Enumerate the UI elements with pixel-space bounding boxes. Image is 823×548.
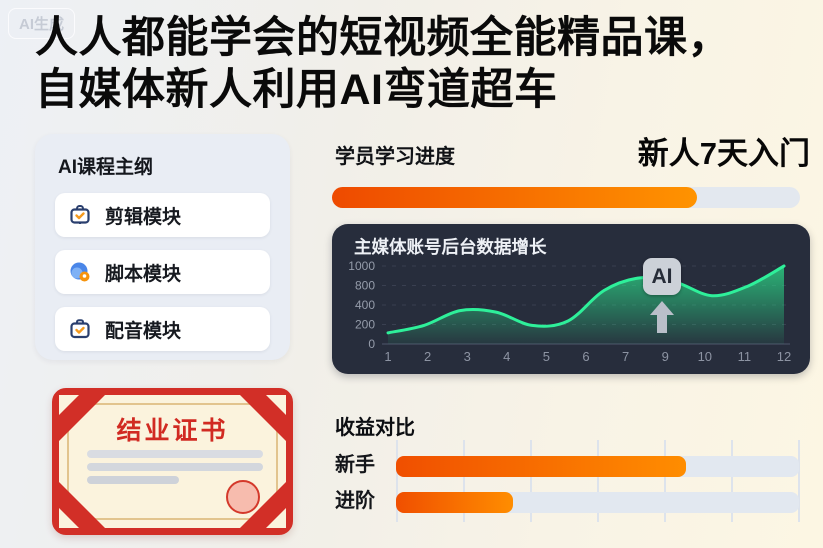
- x-tick-label: 5: [543, 349, 550, 364]
- toolbox-check-icon: [68, 317, 92, 341]
- sidebar-item-dubbing-module: 配音模块: [55, 307, 270, 351]
- sidebar-item-script-module: 脚本模块: [55, 250, 270, 294]
- income-comparison-title: 收益对比: [335, 417, 415, 439]
- certificate-seal-icon: [226, 480, 260, 514]
- gridline: [798, 440, 800, 522]
- income-bar-fill-advanced: [396, 492, 513, 513]
- area-fill: [388, 266, 784, 344]
- gridline: [731, 440, 733, 522]
- arrow-up-icon: [649, 300, 675, 339]
- x-tick-label: 2: [424, 349, 431, 364]
- sidebar-item-editing-module: 剪辑模块: [55, 193, 270, 237]
- income-chart-gridlines: [396, 440, 800, 522]
- certificate-text-line: [87, 450, 263, 458]
- progress-bar-fill: [332, 187, 698, 208]
- certificate-inner-border: [67, 403, 278, 520]
- growth-chart-card: 主媒体账号后台数据增长 1000 800 400 200 0 1 2 3 4 5 6 7 9 10 11 12…: [332, 224, 810, 374]
- certificate-corner-icon: [59, 395, 105, 441]
- gridline: [664, 440, 666, 522]
- y-tick-label: 1000: [348, 259, 375, 273]
- gridline: [597, 440, 599, 522]
- income-bar-fill-novice: [396, 456, 687, 477]
- x-tick-label: 9: [662, 349, 669, 364]
- y-tick-label: 0: [368, 337, 375, 351]
- progress-bar-track: [332, 187, 800, 208]
- x-tick-label: 12: [777, 349, 791, 364]
- seven-day-badge: 新人7天入门: [637, 136, 810, 171]
- x-tick-label: 1: [384, 349, 391, 364]
- module-label: 剪辑模块: [105, 206, 182, 228]
- gridline: [530, 440, 532, 522]
- page-title-line1: 人人都能学会的短视频全能精品课，: [35, 14, 731, 62]
- module-label: 脚本模块: [105, 263, 182, 285]
- x-tick-label: 4: [503, 349, 510, 364]
- x-tick-label: 7: [622, 349, 629, 364]
- income-row-label-novice: 新手: [335, 454, 375, 476]
- gridline: [463, 440, 465, 522]
- page-title-line2: 自媒体新人利用AI弯道超车: [35, 66, 558, 115]
- course-outline-title: AI课程主纲: [58, 157, 154, 178]
- growth-line: [386, 264, 786, 335]
- module-label: 配音模块: [105, 320, 182, 342]
- income-comparison-chart: 新手 进阶: [335, 440, 805, 526]
- y-tick-label: 200: [355, 318, 375, 332]
- certificate-corner-icon: [59, 482, 105, 528]
- growth-chart-title: 主媒体账号后台数据增长: [354, 237, 547, 257]
- page-title: 人人都能学会的短视频全能精品课， 自媒体新人利用AI弯道超车: [35, 12, 815, 117]
- certificate-text-line: [87, 463, 263, 471]
- income-bar-track: [396, 456, 799, 477]
- x-tick-label: 3: [464, 349, 471, 364]
- course-outline-card: AI课程主纲 剪辑模块 脚本模块: [35, 134, 290, 360]
- income-row-label-advanced: 进阶: [335, 490, 375, 512]
- y-tick-label: 400: [355, 298, 375, 312]
- certificate-title: 结业证书: [116, 417, 229, 445]
- completion-certificate: 结业证书: [52, 388, 293, 535]
- ai-generated-watermark: AI生成: [8, 8, 76, 39]
- x-tick-label: 6: [582, 349, 589, 364]
- income-bar-track: [396, 492, 799, 513]
- progress-section-title: 学员学习进度: [335, 146, 455, 168]
- briefcase-check-icon: [68, 203, 92, 227]
- x-tick-label: 11: [738, 349, 752, 364]
- gridline: [396, 440, 398, 522]
- certificate-text-line: [87, 476, 179, 484]
- ai-key-badge: AI: [643, 258, 681, 295]
- x-tick-label: 10: [698, 349, 712, 364]
- y-tick-label: 800: [355, 279, 375, 293]
- globe-badge-icon: [68, 260, 92, 284]
